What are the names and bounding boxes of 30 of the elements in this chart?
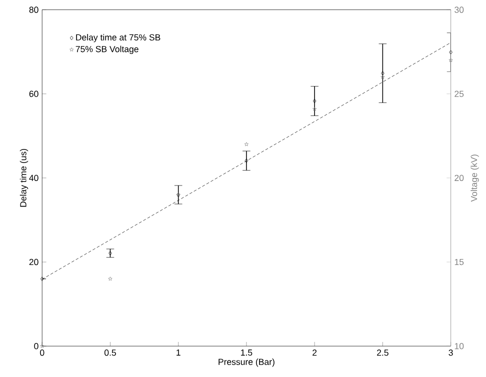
x-axis-title: Pressure (Bar) bbox=[218, 358, 274, 367]
legend-label: Delay time at 75% SB bbox=[76, 34, 160, 42]
y-tick-label: 0 bbox=[34, 342, 38, 350]
y2-axis-title: Voltage (kV) bbox=[470, 154, 479, 202]
point bbox=[244, 142, 249, 146]
y-tick-label: 60 bbox=[29, 90, 38, 97]
x-tick-label: 1 bbox=[176, 349, 180, 356]
y2-tick-label: 15 bbox=[454, 258, 464, 265]
point bbox=[40, 344, 44, 348]
x-tick-label: 2.5 bbox=[377, 349, 388, 356]
y2-tick-label: 10 bbox=[454, 342, 464, 350]
x-tick-label: 0.5 bbox=[104, 349, 116, 356]
point bbox=[380, 74, 385, 79]
point bbox=[312, 106, 317, 111]
legend-label: 75% SB Voltage bbox=[76, 46, 138, 54]
y-axis-title: Delay time (us) bbox=[20, 148, 28, 207]
x-tick-label: 0 bbox=[40, 349, 44, 356]
point bbox=[448, 58, 453, 62]
x-tick-label: 1.5 bbox=[241, 349, 252, 356]
y2-tick-label: 30 bbox=[454, 6, 464, 13]
y2-tick-label: 25 bbox=[454, 90, 464, 97]
y2-tick-label: 20 bbox=[454, 174, 464, 181]
x-tick-label: 2 bbox=[312, 349, 317, 356]
point bbox=[40, 276, 44, 281]
point bbox=[108, 276, 112, 280]
y-tick-label: 40 bbox=[29, 174, 38, 181]
y-tick-label: 20 bbox=[29, 258, 38, 265]
x-tick-label: 3 bbox=[448, 349, 453, 356]
point bbox=[108, 250, 112, 256]
y-tick-label: 80 bbox=[29, 6, 38, 13]
